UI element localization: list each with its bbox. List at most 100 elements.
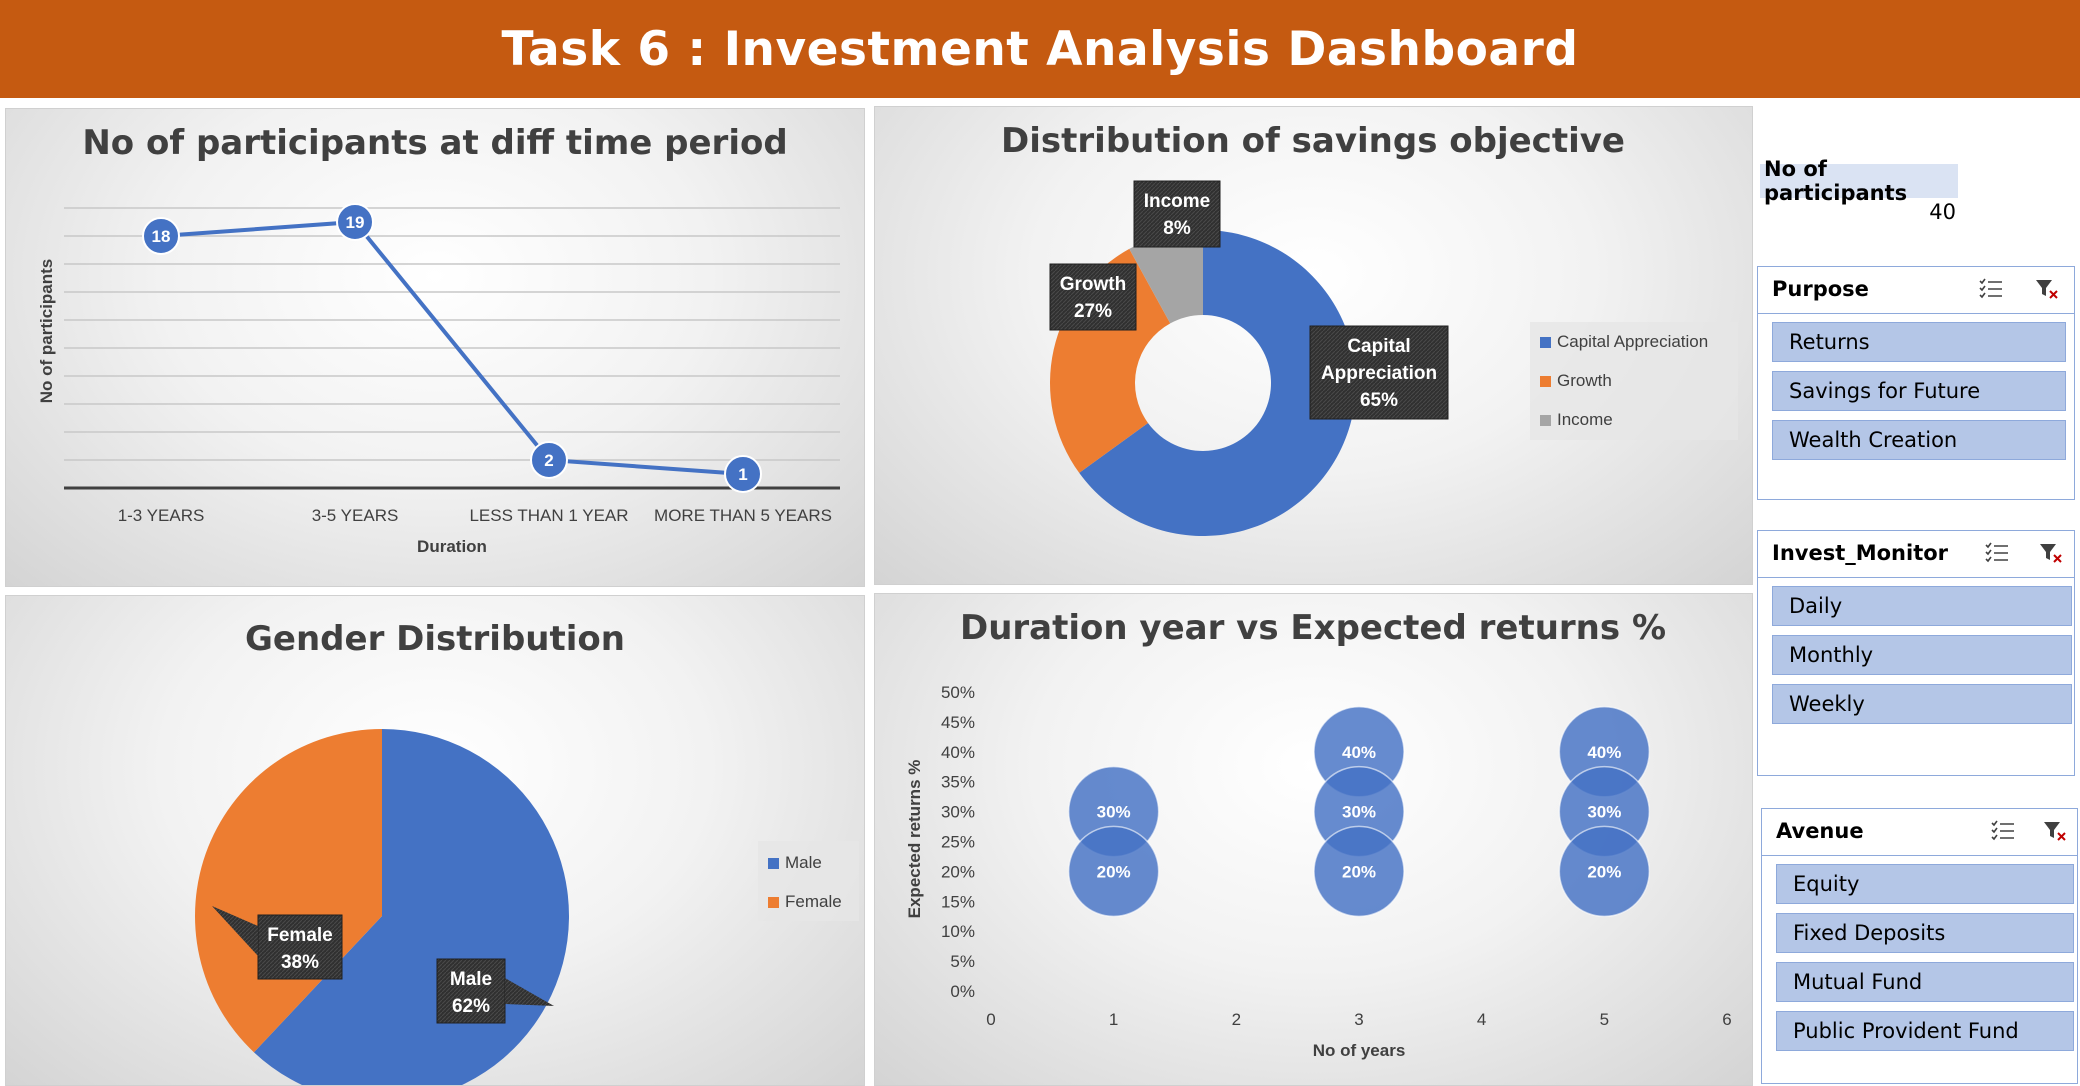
bubble-point (1558, 825, 1651, 918)
series-line (160, 219, 744, 476)
bubble-point (1067, 825, 1160, 918)
x-tick-label: 6 (1722, 1010, 1731, 1029)
avenue-slicer: Avenue Equity Fixed Deposits Mutual Fund… (1761, 808, 2078, 1084)
dashboard-banner: Task 6 : Investment Analysis Dashboard (0, 0, 2080, 98)
y-tick-label: 35% (941, 773, 975, 792)
avenue-item-equity[interactable]: Equity (1776, 864, 2074, 904)
y-tick-label: 20% (941, 862, 975, 881)
y-axis-title: No of participants (37, 259, 56, 404)
invest-monitor-item-monthly[interactable]: Monthly (1772, 635, 2072, 675)
purpose-slicer-header: Purpose (1758, 267, 2074, 314)
purpose-item-savings-for-future[interactable]: Savings for Future (1772, 371, 2066, 411)
donut-chart-panel: Distribution of savings objective Capital… (874, 106, 1753, 585)
purpose-slicer-title: Purpose (1772, 277, 1869, 301)
avenue-item-mutual-fund[interactable]: Mutual Fund (1776, 962, 2074, 1002)
legend-label: Growth (1557, 371, 1612, 390)
data-label: Capital (1347, 336, 1410, 357)
data-label: 62% (452, 996, 490, 1017)
chart-title: Gender Distribution (245, 619, 625, 659)
x-tick-label: 2 (1232, 1010, 1241, 1029)
avenue-item-fixed-deposits[interactable]: Fixed Deposits (1776, 913, 2074, 953)
multi-select-icon[interactable] (1984, 541, 2010, 565)
multi-select-icon[interactable] (1978, 277, 2004, 301)
y-tick-label: 0% (950, 982, 975, 1001)
invest-monitor-slicer-title: Invest_Monitor (1772, 541, 1949, 565)
data-label: 30% (1097, 803, 1131, 822)
x-axis-title: No of years (1313, 1041, 1406, 1060)
invest-monitor-item-daily[interactable]: Daily (1772, 586, 2072, 626)
legend-label: Male (785, 853, 822, 872)
legend-swatch (768, 858, 779, 869)
legend-swatch (1540, 376, 1551, 387)
savings-objective-donut-chart: Distribution of savings objective Capital… (1001, 121, 1738, 536)
x-tick-label: 4 (1477, 1010, 1486, 1029)
data-label-box (1049, 263, 1137, 331)
legend-label: Female (785, 892, 842, 911)
clear-filter-icon[interactable] (2034, 277, 2060, 301)
dashboard-title: Task 6 : Investment Analysis Dashboard (501, 21, 1579, 77)
returns-bubble-chart: Duration year vs Expected returns % 0% 5% 1… (905, 608, 1732, 1060)
y-tick-label: 15% (941, 892, 975, 911)
chart-title: Duration year vs Expected returns % (960, 608, 1666, 648)
gender-pie-chart: Gender Distribution Male 62% Female 38% Male F… (195, 619, 859, 1085)
data-label: Female (267, 925, 332, 946)
y-tick-label: 25% (941, 833, 975, 852)
y-tick-label: 30% (941, 803, 975, 822)
data-label-box (1309, 325, 1449, 420)
data-label: 30% (1342, 803, 1376, 822)
x-tick-label: LESS THAN 1 YEAR (469, 506, 628, 525)
participants-line-chart: No of participants at diff time period 18… (37, 123, 840, 556)
x-tick-label: 5 (1600, 1010, 1609, 1029)
legend-label: Capital Appreciation (1557, 332, 1708, 351)
bubble-chart-panel: Duration year vs Expected returns % 0% 5% 1… (874, 593, 1753, 1086)
data-label: Growth (1060, 274, 1127, 295)
x-axis-title: Duration (417, 537, 487, 556)
legend-box (1530, 322, 1738, 440)
donut-slice (1129, 230, 1203, 324)
pie-slice (195, 729, 382, 1053)
y-tick-label: 10% (941, 922, 975, 941)
chart-title: No of participants at diff time period (82, 123, 787, 163)
x-tick-label: 0 (986, 1010, 995, 1029)
data-label: 20% (1097, 862, 1131, 881)
data-label: 19 (346, 213, 365, 232)
data-label: 65% (1360, 390, 1398, 411)
x-tick-label: MORE THAN 5 YEARS (654, 506, 832, 525)
donut-slice (1079, 230, 1356, 536)
y-tick-label: 50% (941, 683, 975, 702)
avenue-item-public-provident-fund[interactable]: Public Provident Fund (1776, 1011, 2074, 1051)
avenue-slicer-header: Avenue (1762, 809, 2077, 856)
data-label: 20% (1587, 862, 1621, 881)
data-label: 18 (152, 227, 171, 246)
participants-count-value: 40 (1929, 200, 1956, 224)
pie-chart-panel: Gender Distribution Male 62% Female 38% Male F… (5, 595, 865, 1086)
data-label-box (257, 914, 343, 980)
data-label: 20% (1342, 862, 1376, 881)
x-tick-label: 3-5 YEARS (312, 506, 399, 525)
purpose-item-returns[interactable]: Returns (1772, 322, 2066, 362)
purpose-slicer: Purpose Returns Savings for Future Wealt… (1757, 266, 2075, 500)
legend-swatch (768, 897, 779, 908)
bubble-point (1313, 825, 1405, 918)
x-tick-label: 1 (1109, 1010, 1118, 1029)
data-label: 1 (738, 465, 747, 484)
purpose-item-wealth-creation[interactable]: Wealth Creation (1772, 420, 2066, 460)
chart-title: Distribution of savings objective (1001, 121, 1625, 161)
clear-filter-icon[interactable] (2042, 819, 2068, 843)
data-point (336, 203, 374, 241)
data-label: Income (1144, 191, 1211, 212)
y-axis-title: Expected returns % (905, 760, 924, 919)
invest-monitor-slicer-header: Invest_Monitor (1758, 531, 2074, 578)
x-tick-label: 3 (1354, 1010, 1363, 1029)
legend-swatch (1540, 415, 1551, 426)
avenue-slicer-title: Avenue (1776, 819, 1864, 843)
y-tick-label: 40% (941, 743, 975, 762)
data-label: Appreciation (1321, 363, 1437, 384)
data-point (142, 217, 180, 255)
invest-monitor-item-weekly[interactable]: Weekly (1772, 684, 2072, 724)
clear-filter-icon[interactable] (2038, 541, 2064, 565)
data-label-box (1133, 180, 1221, 248)
multi-select-icon[interactable] (1990, 819, 2016, 843)
data-label-box (436, 958, 506, 1024)
data-label: Male (450, 969, 492, 990)
